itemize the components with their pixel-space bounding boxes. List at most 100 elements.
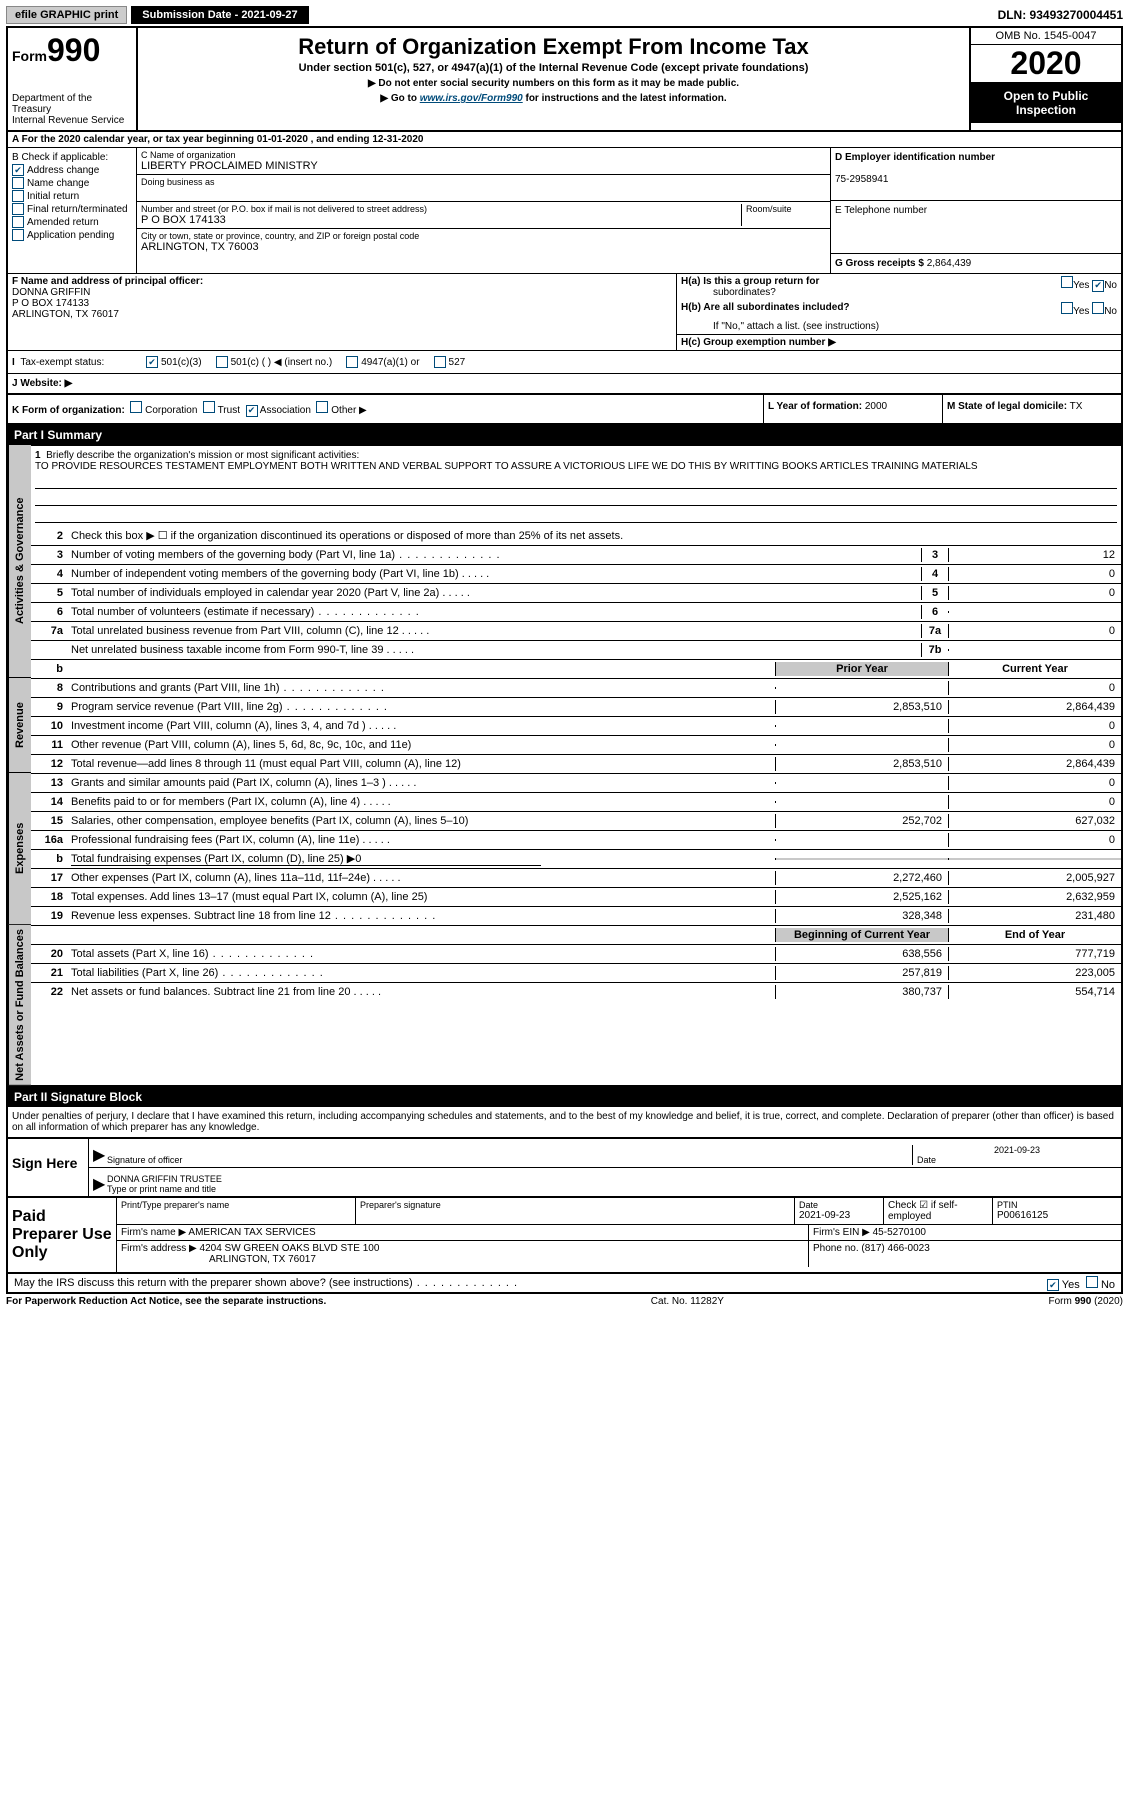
h-note: If "No," attach a list. (see instruction…	[677, 319, 1121, 334]
ha-label: H(a) Is this a group return for	[681, 276, 819, 287]
irs-label: Internal Revenue Service	[12, 115, 132, 126]
officer-addr1: P O BOX 174133	[12, 298, 89, 309]
l18-label: Total expenses. Add lines 13–17 (must eq…	[67, 890, 775, 904]
l16b-text: Total fundraising expenses (Part IX, col…	[71, 853, 541, 866]
col-h: H(a) Is this a group return for subordin…	[677, 274, 1121, 350]
l12-c: 2,864,439	[948, 757, 1121, 771]
nab-grid: Net Assets or Fund Balances Beginning of…	[8, 925, 1121, 1088]
sign-right: ▶ Signature of officer 2021-09-23 Date ▶…	[89, 1139, 1121, 1196]
l16b-c	[948, 858, 1121, 860]
l-cell: L Year of formation: 2000	[763, 395, 942, 423]
chk-501c3[interactable]: ✔ 501(c)(3)	[146, 356, 202, 368]
sig-line1: ▶ Signature of officer 2021-09-23 Date	[89, 1139, 1121, 1168]
line1-label: Briefly describe the organization's miss…	[46, 450, 359, 461]
h-a-row: H(a) Is this a group return for subordin…	[677, 274, 1121, 300]
g-label: G Gross receipts $	[835, 258, 924, 269]
line21: 21Total liabilities (Part X, line 26) 25…	[31, 963, 1121, 982]
l15-label: Salaries, other compensation, employee b…	[67, 814, 775, 828]
chk-name-change[interactable]: Name change	[12, 177, 132, 189]
penalty-text: Under penalties of perjury, I declare th…	[8, 1107, 1121, 1137]
l20-c: 777,719	[948, 947, 1121, 961]
line20: 20Total assets (Part X, line 16) 638,556…	[31, 944, 1121, 963]
rev-body: 8Contributions and grants (Part VIII, li…	[31, 678, 1121, 773]
l13-label: Grants and similar amounts paid (Part IX…	[67, 776, 775, 790]
line4: 4Number of independent voting members of…	[31, 564, 1121, 583]
efile-button[interactable]: efile GRAPHIC print	[6, 6, 127, 24]
sig-arrow2: ▶	[93, 1174, 107, 1194]
sign-block: Sign Here ▶ Signature of officer 2021-09…	[8, 1137, 1121, 1198]
line13: 13Grants and similar amounts paid (Part …	[31, 773, 1121, 792]
side-nab: Net Assets or Fund Balances	[8, 925, 31, 1086]
dept-treasury: Department of the Treasury	[12, 93, 132, 115]
discuss-label: May the IRS discuss this return with the…	[8, 1276, 955, 1290]
rev-grid: Revenue 8Contributions and grants (Part …	[8, 678, 1121, 773]
k-corp: Corporation	[145, 405, 197, 416]
form-word: Form	[12, 48, 47, 64]
h-b-row: H(b) Are all subordinates included? Yes …	[677, 300, 1121, 319]
side-exp: Expenses	[8, 773, 31, 925]
firm-ein-label: Firm's EIN ▶	[813, 1227, 870, 1238]
name-label: Type or print name and title	[107, 1184, 1117, 1194]
chk-final[interactable]: Final return/terminated	[12, 203, 132, 215]
self-emp-label: Check ☑ if self-employed	[888, 1200, 958, 1222]
footer-right: Form 990 (2020)	[1049, 1296, 1123, 1307]
line11: 11Other revenue (Part VIII, column (A), …	[31, 735, 1121, 754]
yes-label: Yes	[1073, 280, 1089, 291]
officer-name: DONNA GRIFFIN	[12, 287, 90, 298]
header-left: Form990 Department of the Treasury Inter…	[8, 28, 138, 130]
inspect-line2: Inspection	[973, 103, 1119, 117]
l14-p	[775, 801, 948, 803]
l9-c: 2,864,439	[948, 700, 1121, 714]
col-head-row1: b Prior Year Current Year	[31, 659, 1121, 678]
submission-date-button[interactable]: Submission Date - 2021-09-27	[131, 6, 308, 24]
l16a-c: 0	[948, 833, 1121, 847]
chk-initial[interactable]: Initial return	[12, 190, 132, 202]
chk-pending[interactable]: Application pending	[12, 229, 132, 241]
header-mid: Return of Organization Exempt From Incom…	[138, 28, 969, 130]
l12-p: 2,853,510	[775, 757, 948, 771]
no-label: No	[1104, 280, 1117, 291]
form-title: Return of Organization Exempt From Incom…	[142, 34, 965, 60]
line16a: 16aProfessional fundraising fees (Part I…	[31, 830, 1121, 849]
c-name-label: C Name of organization	[141, 150, 826, 160]
footer-row: For Paperwork Reduction Act Notice, see …	[6, 1294, 1123, 1309]
prior-year-head: Prior Year	[775, 662, 948, 676]
m-cell: M State of legal domicile: TX	[942, 395, 1121, 423]
website-row: J Website: ▶	[8, 374, 1121, 395]
row-a-text: A For the 2020 calendar year, or tax yea…	[12, 134, 423, 145]
org-name-row: C Name of organization LIBERTY PROCLAIME…	[137, 148, 830, 175]
chk-4947[interactable]: 4947(a)(1) or	[346, 356, 419, 368]
paid-block: Paid Preparer Use Only Print/Type prepar…	[8, 1198, 1121, 1274]
h-c-row: H(c) Group exemption number ▶	[677, 334, 1121, 350]
sig-officer-label: Signature of officer	[107, 1155, 182, 1165]
l17-label: Other expenses (Part IX, column (A), lin…	[67, 871, 775, 885]
line18: 18Total expenses. Add lines 13–17 (must …	[31, 887, 1121, 906]
e-cell: E Telephone number	[831, 201, 1121, 254]
l7a-label: Total unrelated business revenue from Pa…	[67, 624, 921, 638]
line7b: Net unrelated business taxable income fr…	[31, 640, 1121, 659]
discuss-row: May the IRS discuss this return with the…	[8, 1274, 1121, 1292]
tax-year: 2020	[971, 45, 1121, 83]
l21-label: Total liabilities (Part X, line 26)	[67, 966, 775, 980]
l18-p: 2,525,162	[775, 890, 948, 904]
chk-address-change[interactable]: ✔Address change	[12, 164, 132, 176]
hc-label: H(c) Group exemption number ▶	[681, 337, 836, 348]
line19: 19Revenue less expenses. Subtract line 1…	[31, 906, 1121, 925]
m-label: M State of legal domicile:	[947, 401, 1067, 412]
klm-row: K Form of organization: Corporation Trus…	[8, 395, 1121, 425]
line9: 9Program service revenue (Part VIII, lin…	[31, 697, 1121, 716]
chk-amended[interactable]: Amended return	[12, 216, 132, 228]
section-fh: F Name and address of principal officer:…	[8, 274, 1121, 350]
k-other: Other ▶	[331, 405, 366, 416]
dba-label: Doing business as	[141, 177, 826, 187]
form-subtitle: Under section 501(c), 527, or 4947(a)(1)…	[142, 62, 965, 74]
k-assoc: Association	[260, 405, 311, 416]
side-ag: Activities & Governance	[8, 445, 31, 678]
chk-527[interactable]: 527	[434, 356, 466, 368]
ptin-label: PTIN	[997, 1200, 1117, 1210]
chk-501c[interactable]: 501(c) ( ) ◀ (insert no.)	[216, 356, 333, 368]
prep-sig-label: Preparer's signature	[360, 1200, 790, 1210]
d-cell: D Employer identification number 75-2958…	[831, 148, 1121, 201]
irs-link[interactable]: www.irs.gov/Form990	[420, 93, 523, 104]
end-head: End of Year	[948, 928, 1121, 942]
